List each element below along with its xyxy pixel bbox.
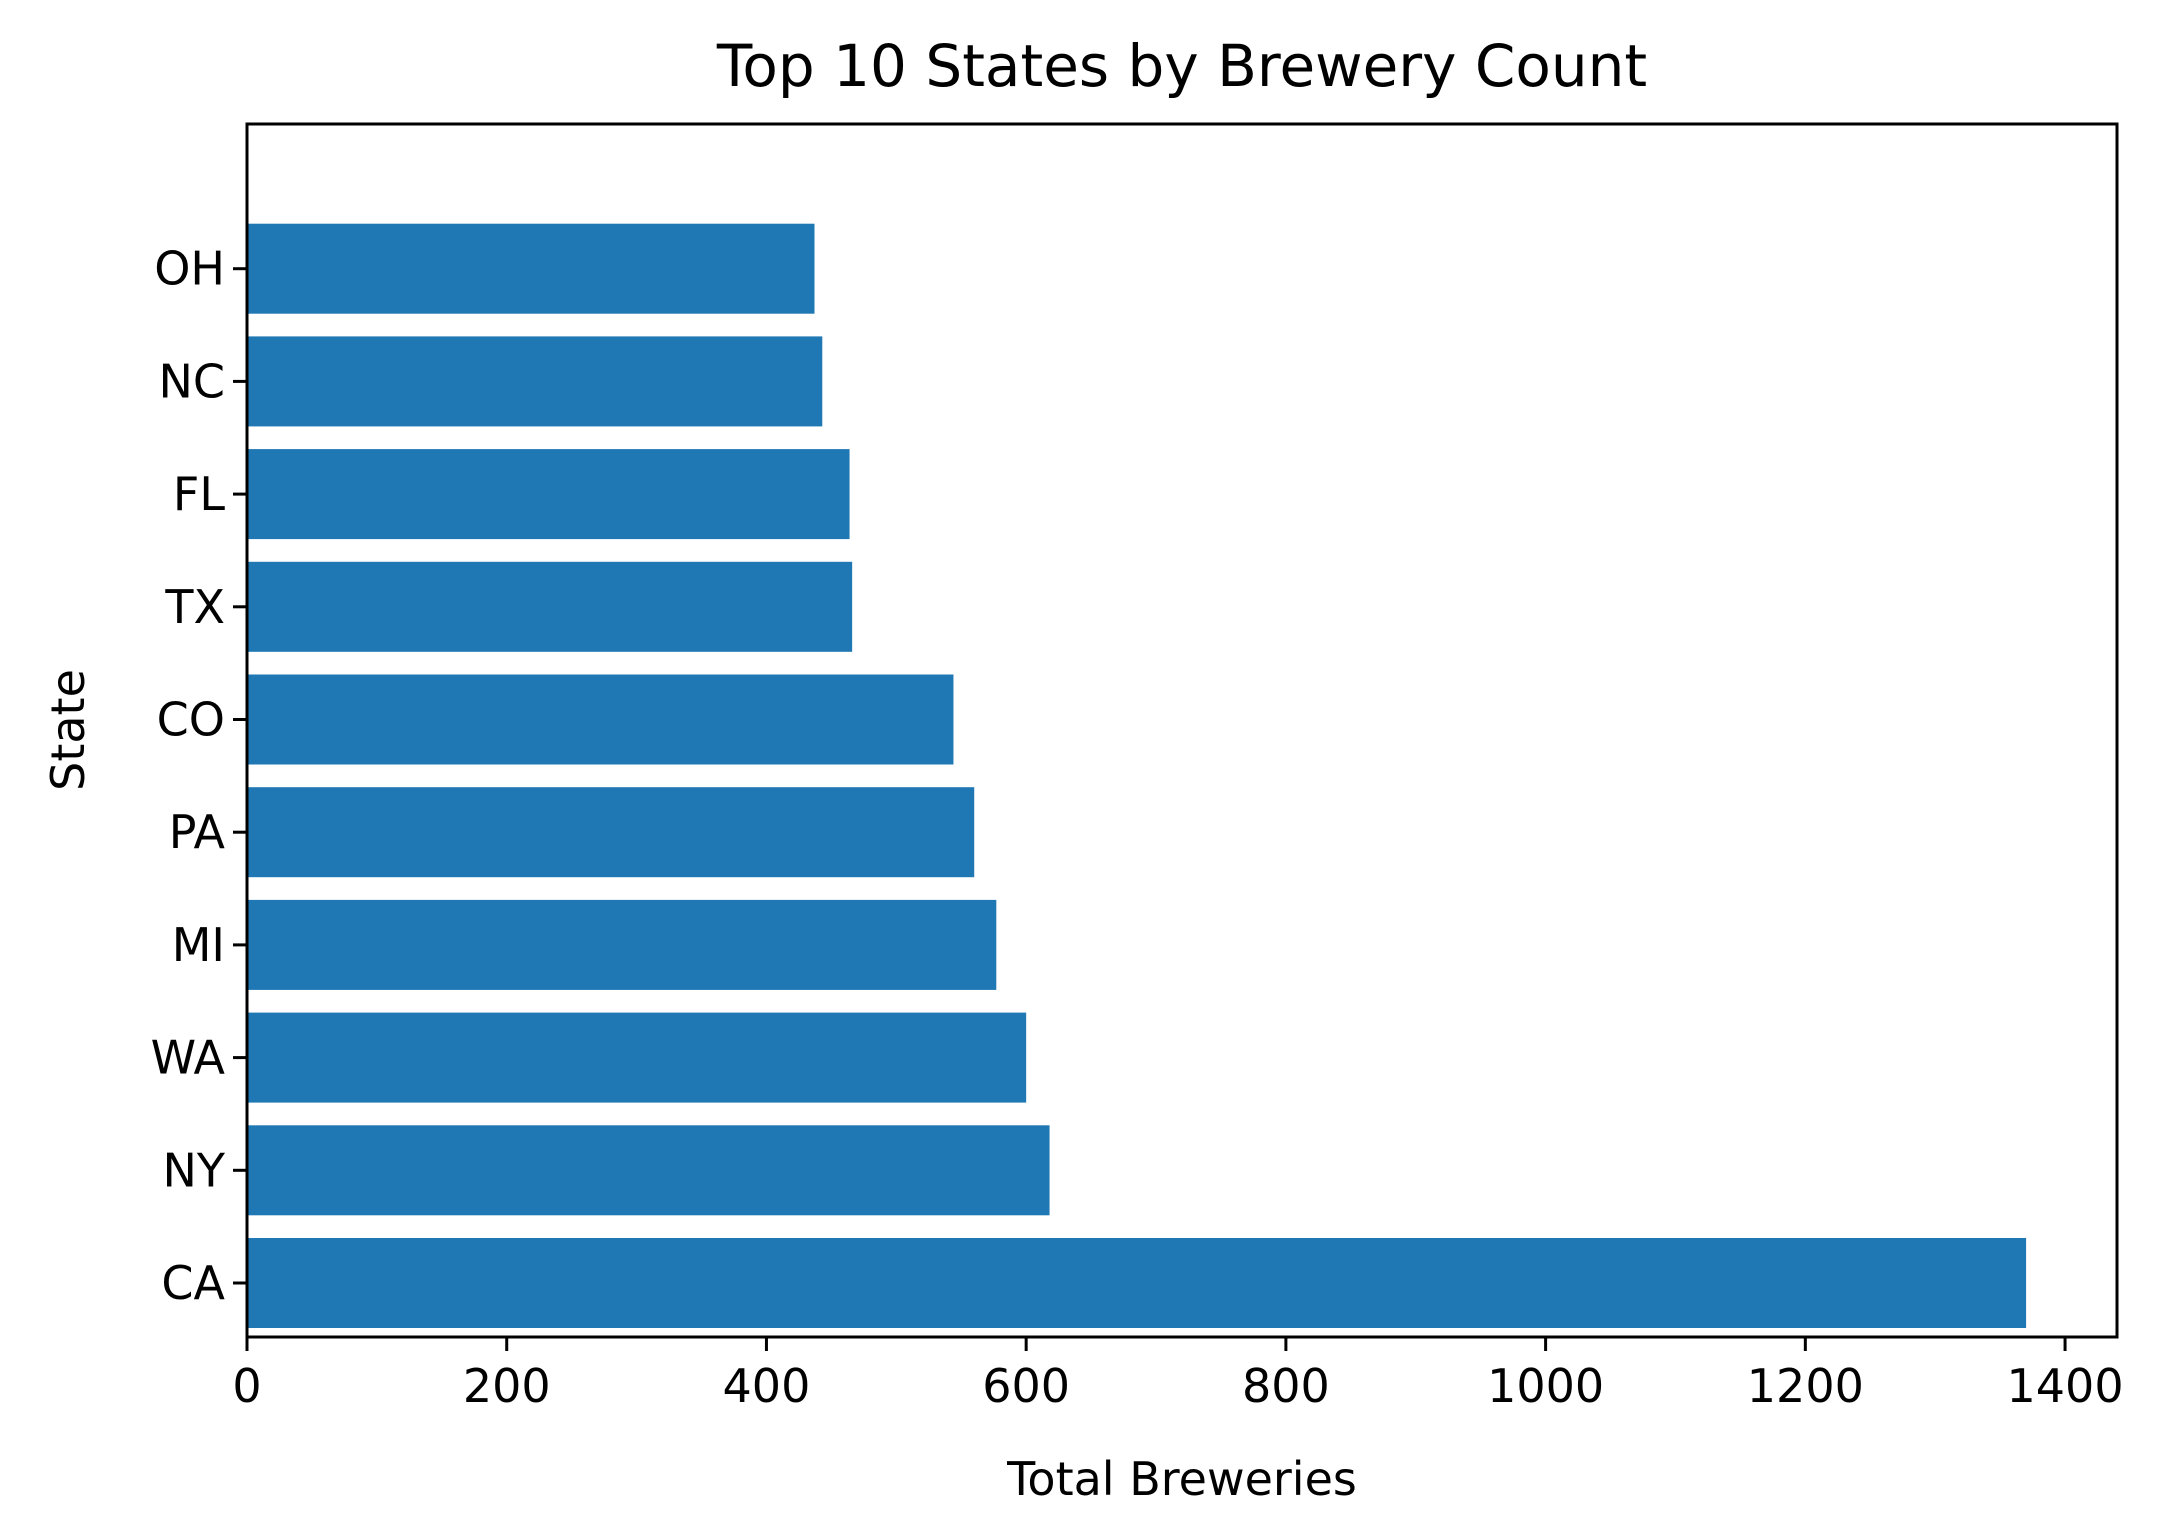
y-axis-label: State (41, 669, 95, 791)
y-tick-label-ny: NY (162, 1143, 225, 1197)
x-tick-label-600: 600 (982, 1359, 1070, 1413)
y-axis-ticks: CA NY WA MI PA CO TX FL NC OH (151, 242, 247, 1310)
x-tick-label-400: 400 (723, 1359, 811, 1413)
bar-wa (247, 1012, 1027, 1103)
y-tick-label-nc: NC (158, 354, 225, 408)
plot-frame (245, 122, 2119, 1339)
bar-fl (247, 449, 850, 540)
bar-mi (247, 899, 997, 990)
y-tick-label-wa: WA (151, 1031, 226, 1085)
y-tick-label-tx: TX (164, 580, 225, 634)
y-tick-label-ca: CA (161, 1256, 225, 1310)
x-axis-ticks: 0 200 400 600 800 1000 1200 1400 (232, 1337, 2124, 1413)
bar-ca (247, 1238, 2027, 1328)
y-tick-label-mi: MI (172, 918, 225, 972)
x-tick-label-1000: 1000 (1487, 1359, 1604, 1413)
y-tick-label-fl: FL (173, 467, 225, 521)
bar-tx (247, 561, 853, 652)
y-tick-label-pa: PA (169, 805, 226, 859)
x-axis-label: Total Breweries (1006, 1452, 1357, 1506)
y-tick-label-co: CO (157, 693, 225, 747)
x-tick-label-200: 200 (463, 1359, 551, 1413)
x-tick-label-1400: 1400 (2007, 1359, 2124, 1413)
bar-ny (247, 1125, 1050, 1216)
x-tick-label-1200: 1200 (1747, 1359, 1864, 1413)
x-tick-label-800: 800 (1242, 1359, 1330, 1413)
bar-co (247, 674, 954, 765)
chart-title: Top 10 States by Brewery Count (716, 32, 1647, 100)
bar-nc (247, 336, 823, 427)
x-tick-label-0: 0 (232, 1359, 261, 1413)
bar-oh (247, 223, 815, 314)
bar-pa (247, 787, 975, 878)
y-tick-label-oh: OH (154, 242, 225, 296)
bars-group (247, 223, 2027, 1328)
